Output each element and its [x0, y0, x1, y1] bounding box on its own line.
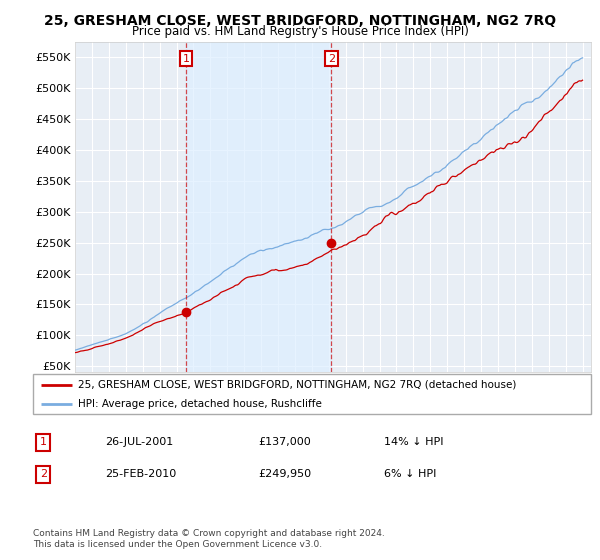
- FancyBboxPatch shape: [33, 374, 591, 414]
- Text: HPI: Average price, detached house, Rushcliffe: HPI: Average price, detached house, Rush…: [77, 399, 322, 409]
- Text: 2: 2: [328, 54, 335, 64]
- Text: 1: 1: [40, 437, 47, 447]
- Bar: [186, 42, 331, 372]
- Text: 25, GRESHAM CLOSE, WEST BRIDGFORD, NOTTINGHAM, NG2 7RQ: 25, GRESHAM CLOSE, WEST BRIDGFORD, NOTTI…: [44, 14, 556, 28]
- Text: 2: 2: [40, 469, 47, 479]
- Text: Contains HM Land Registry data © Crown copyright and database right 2024.
This d: Contains HM Land Registry data © Crown c…: [33, 529, 385, 549]
- Text: Price paid vs. HM Land Registry's House Price Index (HPI): Price paid vs. HM Land Registry's House …: [131, 25, 469, 38]
- Text: 14% ↓ HPI: 14% ↓ HPI: [384, 437, 443, 447]
- Text: 25, GRESHAM CLOSE, WEST BRIDGFORD, NOTTINGHAM, NG2 7RQ (detached house): 25, GRESHAM CLOSE, WEST BRIDGFORD, NOTTI…: [77, 380, 516, 390]
- Text: 6% ↓ HPI: 6% ↓ HPI: [384, 469, 436, 479]
- Text: £249,950: £249,950: [258, 469, 311, 479]
- Text: £137,000: £137,000: [258, 437, 311, 447]
- Text: 25-FEB-2010: 25-FEB-2010: [105, 469, 176, 479]
- Text: 26-JUL-2001: 26-JUL-2001: [105, 437, 173, 447]
- Text: 1: 1: [182, 54, 190, 64]
